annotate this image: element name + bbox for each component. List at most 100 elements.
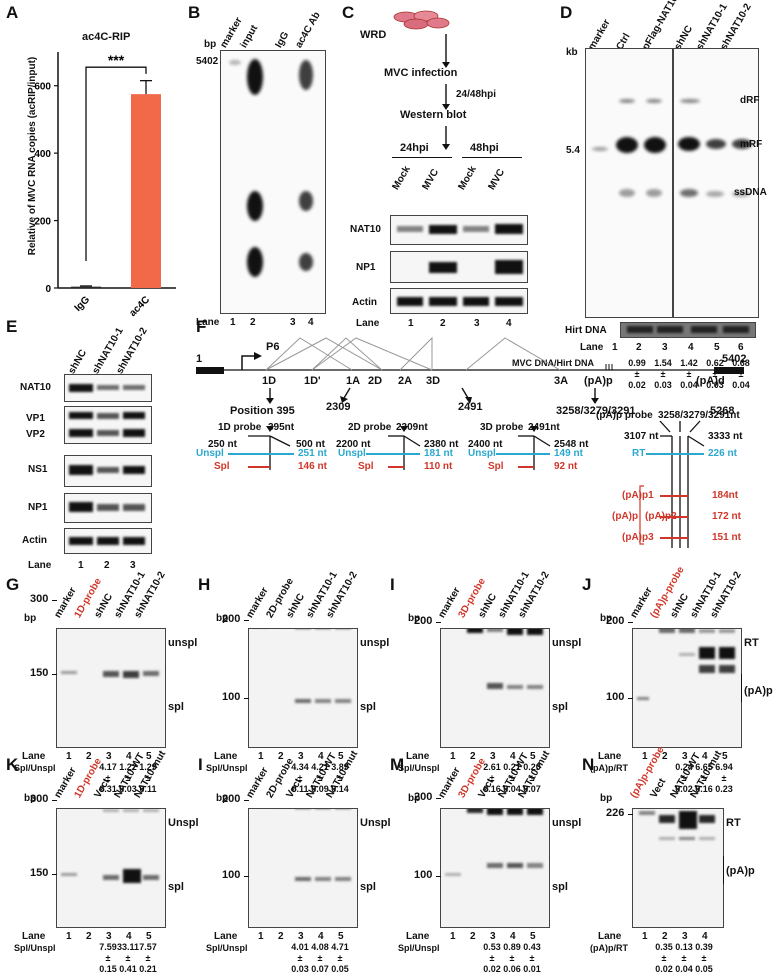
panel_j-gel [632,628,742,748]
panel_j-right-label-1: RT [744,637,759,649]
panel-e-row-vp1: VP1 [26,413,45,424]
panel_h-ratio-label: Spl/Unspl [206,763,248,773]
panel_l-band [295,877,311,881]
panel-e-row-nat10: NAT10 [20,382,51,393]
panel_n-gel [632,808,724,928]
panel-d-band-drf: dRF [740,95,760,106]
panel_h-band [335,699,351,703]
panel-f-pa-title: (pA)p probe [596,410,653,421]
panel-f-pa-group: (pA)p [612,511,639,522]
panel_j-band [719,647,735,659]
panel_j-band [699,629,715,633]
panel_i-letter: I [390,575,395,594]
panel_h-band [295,699,311,703]
panel-e-letter: E [6,317,18,336]
panel-f-1d-right: 500 nt [296,439,325,450]
panel-f-promoter: P6 [266,341,280,353]
panel-e-lane-1: 1 [78,560,84,571]
panel_l-band [295,808,311,809]
panel-a-ytick-label: 400 [34,149,51,160]
panel-d-quant-2: 0.99 ±0.02 [628,358,646,390]
panel_i-lane-word: Lane [406,751,430,762]
panel-f-position-2491: 2491 [458,401,483,413]
panel_i-lane-1: 1 [450,751,456,762]
panel-b-marker-size: 5402 [196,56,219,67]
panel_m-band [507,863,523,868]
panel-c-24hpi: 24hpi [400,142,429,154]
panel_k-lane-3: 3 [106,931,112,942]
panel-c-cells-icon [393,10,450,30]
panel_g-lane-word: Lane [22,751,46,762]
panel-c-step-wrd: WRD [360,29,387,41]
panel-a-sig-bracket [85,66,147,262]
panel_j-right-label-2: (pA)p [744,685,773,697]
panel-d-blot-right [673,48,759,318]
panel_g-bp: bp [24,613,37,624]
panel_n-right-label-2: (pA)p [726,865,755,877]
panel_l-right-label-2: spl [360,881,376,893]
panel-c-lane-1: 1 [408,318,414,329]
panel_m-band [467,809,483,813]
panel_h-band [315,699,331,703]
panel_j-band [679,629,695,633]
panel_m-gel [440,808,550,928]
panel_l-gel [248,808,358,928]
panel-d-hirt-blot [620,322,756,338]
panel-d-marker-size: 5.4 [566,145,580,156]
panel-e-blot-actin [64,528,152,554]
panel-d-letter: D [560,3,573,22]
panel_m-right-label-2: spl [552,881,568,893]
panel_k-lane-2: 2 [86,931,92,942]
panel-f-site-2d: 2D [368,375,383,387]
panel_i-quant-5: 0.20 ±0.07 [523,762,541,794]
panel_i-quant-4: 0.21 ±0.04 [503,762,521,794]
panel_k-letter: K [6,755,19,774]
panel_m-lane-5: 5 [530,931,536,942]
panel_m-bp: bp [408,793,421,804]
panel-f-pa-site: 3258/3279/3291nt [658,410,740,421]
panel-d-band-ssdna: ssDNA [734,187,767,198]
panel_j-band [637,697,649,700]
panel-a-bar-IgG [71,286,101,288]
panel_l-quant-5: 4.71 ±0.05 [331,942,349,974]
panel_g-band [103,671,119,677]
panel_n-lane-4: 4 [702,931,708,942]
panel_j-quant-5: 6.94 ±0.23 [715,762,733,794]
panel_m-marker-label-2: 100 [414,869,433,881]
panel-e-row-actin: Actin [22,535,47,546]
panel-c-blot-nat10 [390,215,528,245]
panel_h-lane-5: 5 [338,751,344,762]
panel-f-pa-rt: 226 nt [708,448,737,459]
panel-b-blot [220,50,326,314]
panel_m-lane-1: 1 [450,931,456,942]
panel_l-right-label-1: Unspl [360,817,391,829]
panel_g-ratio-label: Spl/Unspl [14,763,56,773]
panel-c-blot-actin [390,288,528,314]
panel_j-lane-word: Lane [598,751,622,762]
panel-f-3d-site: 2491nt [528,422,560,433]
panel_m-letter: M [390,755,405,774]
panel_n-band [659,815,675,823]
panel-c-lane-3: 3 [474,318,480,329]
panel_l-marker-label-1: 200 [222,793,241,805]
panel_h-lane-4: 4 [318,751,324,762]
panel_i-quant-3: 2.61 ±0.16 [483,762,501,794]
panel-a-ytick-label: 0 [45,284,51,295]
panel_k-marker-label-1: 300 [30,793,49,805]
panel-f-2d-right: 2380 nt [424,439,459,450]
panel-a-significance: *** [108,52,125,68]
panel-b-lane-word: Lane [196,317,220,328]
panel-a-ytick-label: 200 [34,217,51,228]
panel-c-step-hpi: 24/48hpi [456,89,497,100]
panel_l-lane-2: 2 [278,931,284,942]
panel-f-pa-left: 3107 nt [624,431,659,442]
panel-d-quant-3: 1.54 ±0.03 [654,358,672,390]
panel_k-lane-1: 1 [66,931,72,942]
panel_h-gel [248,628,358,748]
panel_l-band [335,808,351,809]
panel-a-letter: A [6,3,19,22]
panel_n-letter: N [582,755,595,774]
panel-c-row-np1: NP1 [356,262,376,273]
panel_k-lane-5: 5 [146,931,152,942]
